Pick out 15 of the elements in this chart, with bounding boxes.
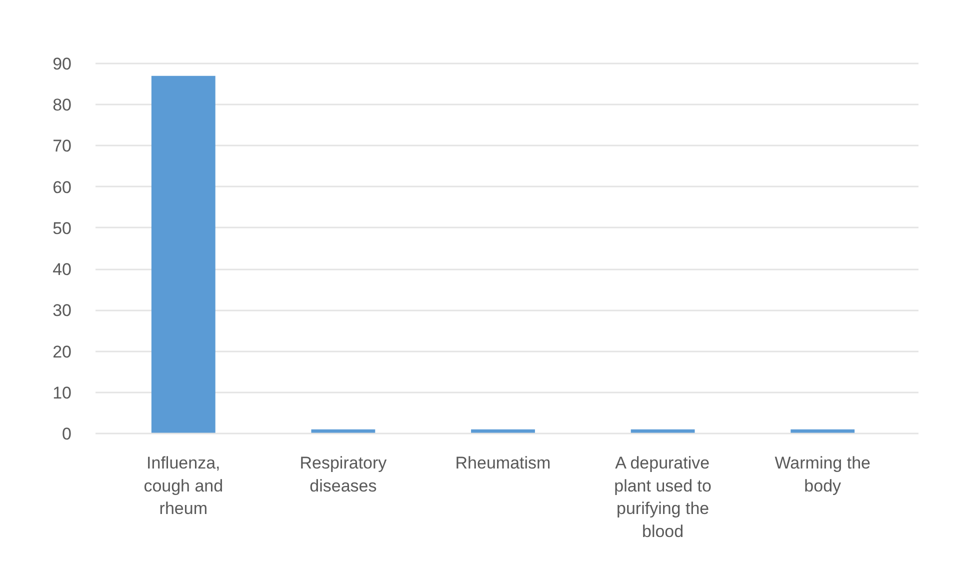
x-tick-label: Rheumatism bbox=[455, 454, 551, 472]
y-tick-label: 10 bbox=[52, 383, 72, 402]
x-tick-label: Influenza, cough and rheum bbox=[144, 454, 224, 518]
y-tick-label: 30 bbox=[52, 301, 72, 320]
y-tick-label: 50 bbox=[52, 218, 72, 238]
y-tick-label: 40 bbox=[52, 260, 72, 280]
x-tick-label: A depurative plant used to purifying the blood bbox=[614, 454, 712, 541]
y-tick-label: 60 bbox=[52, 178, 72, 197]
x-tick-label: Warming the body bbox=[774, 454, 870, 496]
y-tick-label: 90 bbox=[52, 54, 72, 74]
x-tick-label: Respiratory diseases bbox=[300, 454, 388, 496]
y-tick-label: 20 bbox=[52, 342, 72, 362]
y-tick-label: 70 bbox=[52, 136, 72, 156]
y-tick-label: 0 bbox=[62, 424, 72, 444]
y-tick-label: 80 bbox=[52, 96, 72, 115]
